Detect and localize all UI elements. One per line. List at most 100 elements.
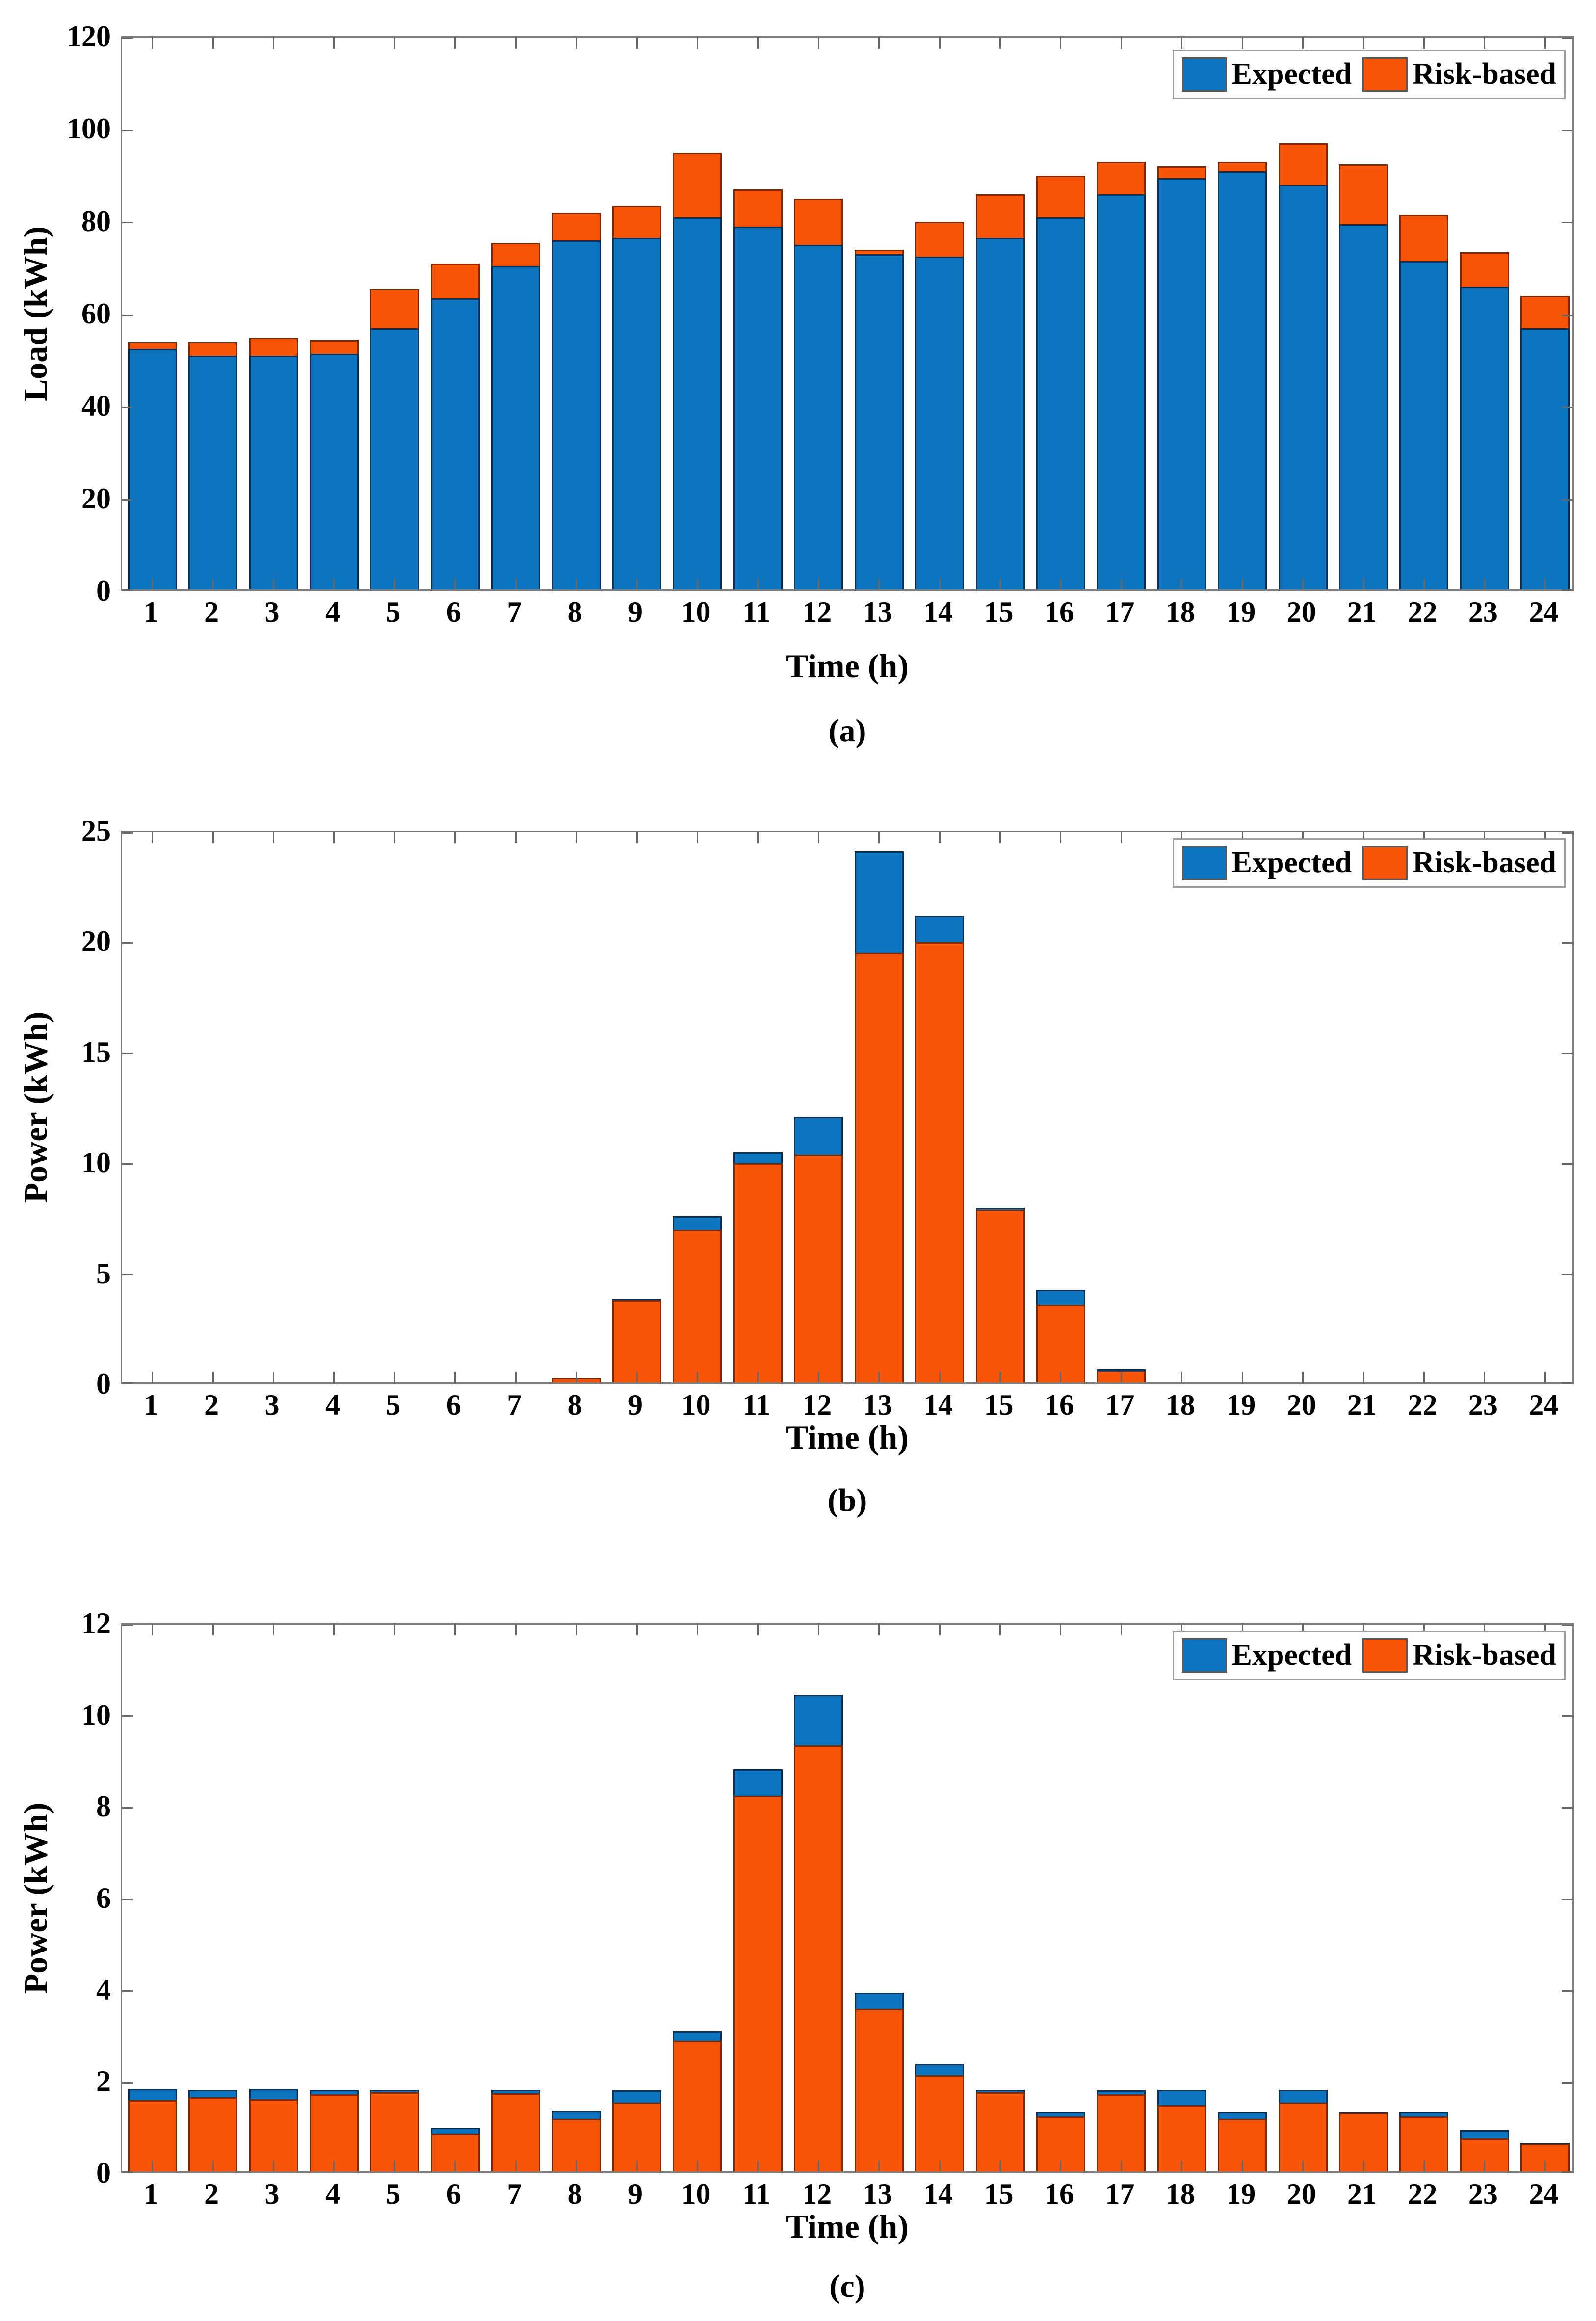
x-tick-mark — [1060, 579, 1062, 589]
x-tick-mark — [515, 832, 517, 843]
x-tick-mark — [1362, 832, 1364, 843]
y-tick-mark — [1562, 499, 1572, 501]
x-tick-mark — [454, 1372, 456, 1382]
bar-risk-based-h12 — [794, 1154, 843, 1382]
x-tick-mark — [636, 1625, 638, 1635]
y-tick-mark — [122, 499, 133, 501]
y-tick-mark — [1562, 1807, 1572, 1809]
x-tick-label: 22 — [1408, 1389, 1438, 1421]
x-tick-label: 18 — [1165, 2178, 1195, 2210]
bar-risk-based-h15 — [975, 2092, 1025, 2171]
x-tick-mark — [999, 832, 1001, 843]
bar-risk-based-h15 — [975, 1210, 1025, 1382]
x-tick-mark — [696, 1625, 698, 1635]
x-tick-label: 16 — [1044, 596, 1074, 628]
x-tick-label: 15 — [984, 2178, 1014, 2210]
x-tick-mark — [212, 1372, 214, 1382]
x-tick-mark — [817, 832, 819, 843]
x-tick-label: 4 — [325, 1389, 340, 1421]
bar-expected-h21 — [1339, 224, 1388, 589]
x-tick-mark — [939, 579, 941, 589]
x-tick-label: 23 — [1468, 2178, 1498, 2210]
x-tick-mark — [1544, 2161, 1546, 2171]
x-tick-mark — [212, 579, 214, 589]
x-tick-label: 17 — [1105, 596, 1135, 628]
x-tick-label: 22 — [1408, 596, 1438, 628]
legend-swatch-expected — [1181, 845, 1227, 880]
x-tick-mark — [576, 832, 577, 843]
x-tick-mark — [576, 579, 577, 589]
x-tick-label: 13 — [863, 596, 892, 628]
chart-b-plot-area: Expected Risk-based — [121, 831, 1574, 1384]
x-tick-label: 11 — [742, 1389, 771, 1421]
x-tick-mark — [1181, 832, 1183, 843]
x-tick-mark — [636, 2161, 638, 2171]
x-tick-mark — [1423, 38, 1425, 49]
x-tick-mark — [1362, 579, 1364, 589]
x-tick-mark — [273, 1372, 275, 1382]
x-tick-label: 7 — [507, 2178, 522, 2210]
chart-a-plot-area: Expected Risk-based — [121, 36, 1574, 591]
chart-c-plot-area: Expected Risk-based — [121, 1623, 1574, 2173]
y-tick-label: 10 — [81, 1146, 111, 1179]
y-tick-label: 40 — [81, 390, 111, 422]
x-tick-mark — [817, 2161, 819, 2171]
bar-risk-based-h13 — [854, 2008, 904, 2171]
x-tick-label: 15 — [984, 1389, 1014, 1421]
x-tick-label: 14 — [923, 2178, 953, 2210]
x-tick-mark — [454, 1625, 456, 1635]
y-tick-label: 4 — [96, 1973, 111, 2006]
bar-risk-based-h2 — [188, 2097, 238, 2171]
legend-label-risk-based: Risk-based — [1413, 846, 1556, 879]
y-tick-mark — [1562, 1274, 1572, 1276]
x-tick-mark — [212, 1625, 214, 1635]
bar-risk-based-h5 — [370, 2092, 419, 2171]
y-tick-label: 5 — [96, 1257, 111, 1290]
bar-expected-h3 — [249, 356, 298, 589]
y-tick-mark — [1562, 1382, 1572, 1384]
x-tick-mark — [1241, 832, 1243, 843]
bar-expected-h19 — [1218, 171, 1267, 589]
bar-expected-h13 — [854, 254, 904, 589]
x-tick-mark — [1120, 579, 1122, 589]
x-tick-mark — [152, 1625, 154, 1635]
bar-risk-based-h9 — [612, 1300, 662, 1382]
x-tick-label: 12 — [802, 2178, 832, 2210]
x-tick-mark — [757, 1372, 759, 1382]
x-tick-mark — [939, 38, 941, 49]
chart-a-legend: Expected Risk-based — [1172, 50, 1566, 99]
x-tick-label: 20 — [1286, 1389, 1316, 1421]
x-tick-mark — [393, 1625, 395, 1635]
x-tick-mark — [1181, 38, 1183, 49]
x-tick-mark — [636, 1372, 638, 1382]
x-tick-mark — [696, 579, 698, 589]
bar-expected-h12 — [794, 245, 843, 589]
x-tick-mark — [878, 832, 880, 843]
x-tick-mark — [333, 579, 335, 589]
x-tick-mark — [333, 2161, 335, 2171]
x-tick-mark — [878, 1625, 880, 1635]
bar-expected-h11 — [733, 226, 783, 589]
x-tick-label: 14 — [923, 1389, 953, 1421]
x-tick-mark — [757, 38, 759, 49]
bar-expected-h16 — [1036, 217, 1085, 589]
x-tick-mark — [1544, 1625, 1546, 1635]
x-tick-mark — [1302, 1372, 1304, 1382]
y-tick-mark — [122, 1382, 133, 1384]
bar-expected-h14 — [915, 257, 965, 589]
y-tick-mark — [122, 1899, 133, 1900]
x-tick-mark — [1181, 1372, 1183, 1382]
x-tick-label: 5 — [386, 596, 401, 628]
legend-swatch-expected — [1181, 1638, 1227, 1673]
x-tick-mark — [939, 1372, 941, 1382]
x-tick-mark — [515, 1625, 517, 1635]
x-tick-mark — [1484, 832, 1486, 843]
bar-expected-h2 — [188, 356, 238, 589]
x-tick-mark — [152, 832, 154, 843]
bar-risk-based-h14 — [915, 2075, 965, 2171]
x-tick-mark — [1423, 1625, 1425, 1635]
y-tick-mark — [1562, 1990, 1572, 1992]
x-tick-label: 21 — [1347, 1389, 1377, 1421]
bar-expected-h22 — [1399, 261, 1449, 589]
